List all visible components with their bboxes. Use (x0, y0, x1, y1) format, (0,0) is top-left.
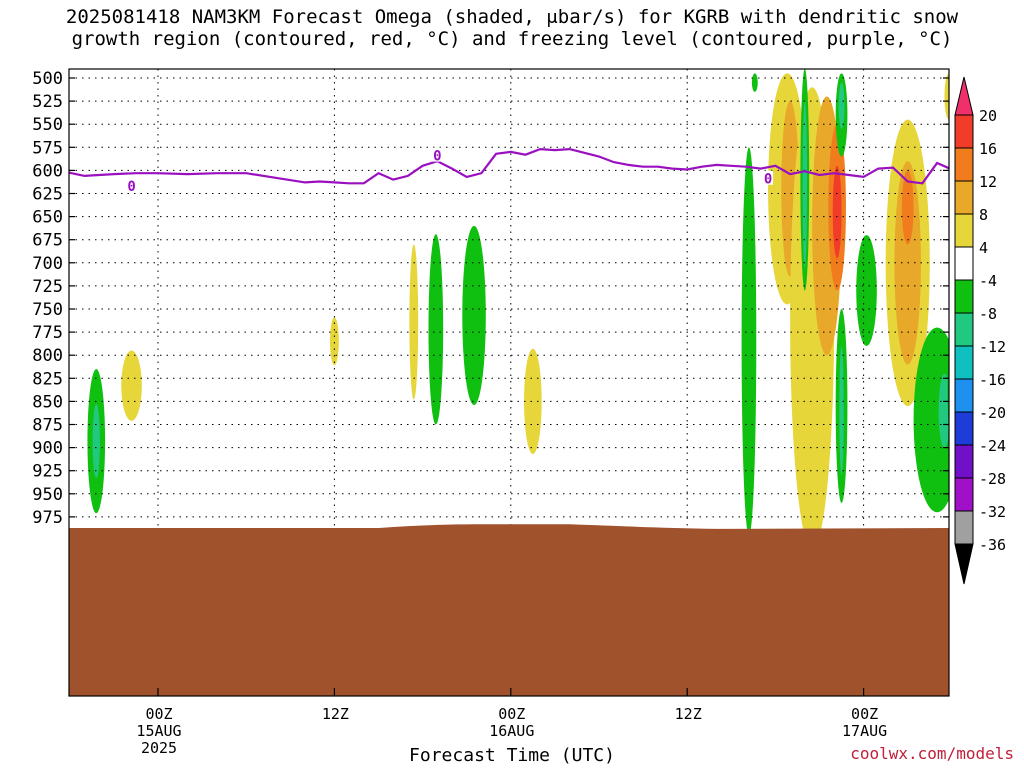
fl-label-bg (126, 178, 137, 193)
colorbar-bottom-arrow (954, 543, 974, 585)
y-tick-label: 700 (32, 254, 63, 274)
x-tick-date: 15AUG (136, 722, 181, 740)
colorbar-label: -8 (979, 305, 997, 323)
y-tick-label: 675 (32, 231, 63, 251)
fl-label-bg (763, 170, 774, 185)
omega-region-6 (462, 225, 486, 406)
y-tick-label: 550 (32, 115, 63, 135)
freezing-level-label: 0 (433, 149, 441, 165)
colorbar-swatch (954, 114, 974, 149)
y-tick-label: 850 (32, 392, 63, 412)
terrain-fill (69, 524, 949, 696)
colorbar-label: 8 (979, 206, 988, 224)
y-tick-label: 500 (32, 69, 63, 89)
omega-region-2 (121, 350, 142, 421)
omega-region-7 (524, 348, 542, 455)
x-axis-label: Forecast Time (UTC) (409, 745, 615, 766)
colorbar-label: -20 (979, 404, 1006, 422)
y-tick-label: 525 (32, 92, 63, 112)
colorbar-label: -16 (979, 371, 1006, 389)
colorbar-label: -28 (979, 470, 1006, 488)
omega-region-22 (856, 235, 877, 346)
omega-region-1 (92, 404, 100, 479)
chart-title-line1: 2025081418 NAM3KM Forecast Omega (shaded… (65, 6, 959, 28)
omega-region-26 (913, 327, 949, 513)
colorbar-swatch (954, 213, 974, 248)
freezing-level-line (69, 147, 949, 185)
y-tick-label: 575 (32, 138, 63, 158)
y-tick-label: 775 (32, 323, 63, 343)
freezing-level-label: 0 (127, 179, 135, 195)
colorbar-swatch (954, 411, 974, 446)
y-tick-label: 725 (32, 277, 63, 297)
colorbar-label: -36 (979, 536, 1006, 554)
x-tick-label: 12Z (322, 705, 349, 723)
y-tick-label: 650 (32, 208, 63, 228)
colorbar-swatch (954, 444, 974, 479)
colorbar-swatch (954, 147, 974, 182)
colorbar-label: -32 (979, 503, 1006, 521)
y-tick-label: 750 (32, 300, 63, 320)
chart-title-line2: growth region (contoured, red, °C) and f… (71, 28, 953, 50)
y-tick-label: 975 (32, 508, 63, 528)
freezing-level-label: 0 (764, 172, 772, 188)
colorbar-swatch (954, 279, 974, 314)
y-tick-label: 925 (32, 462, 63, 482)
colorbar-label: -4 (979, 272, 997, 290)
colorbar-swatch (954, 246, 974, 281)
omega-region-4 (409, 244, 419, 400)
x-tick-date: 17AUG (842, 722, 887, 740)
colorbar-swatch (954, 477, 974, 512)
omega-region-18 (838, 82, 845, 129)
omega-region-14 (832, 165, 842, 259)
y-tick-label: 825 (32, 369, 63, 389)
x-tick-date: 16AUG (489, 722, 534, 740)
colorbar-label: -24 (979, 437, 1006, 455)
x-tick-label: 00Z (145, 705, 172, 723)
omega-region-21 (809, 406, 824, 508)
colorbar: 20 16 12 8 4 -4 -8 -12 -16 -20 -24 -28 -32 -36 (954, 76, 1006, 585)
colorbar-swatch (954, 345, 974, 380)
y-tick-label: 800 (32, 346, 63, 366)
colorbar-label: -12 (979, 338, 1006, 356)
omega-region-5 (428, 234, 444, 425)
x-tick-label: 00Z (498, 705, 525, 723)
terrain-band (69, 524, 949, 696)
y-tick-label: 950 (32, 485, 63, 505)
colorbar-top-arrow (954, 76, 974, 116)
colorbar-label: 4 (979, 239, 988, 257)
y-axis: 500 525 550 575 600 625 650 675 700 725 750 775 800 8… (32, 69, 949, 528)
omega-shading (87, 69, 949, 550)
omega-region-20 (839, 345, 844, 476)
colorbar-swatch (954, 378, 974, 413)
colorbar-label: 16 (979, 140, 997, 158)
omega-region-3 (329, 317, 339, 366)
fl-label-bg (432, 147, 443, 162)
omega-region-32 (751, 73, 758, 92)
colorbar-label: 20 (979, 107, 997, 125)
y-tick-label: 875 (32, 416, 63, 436)
colorbar-label: 12 (979, 173, 997, 191)
colorbar-swatch (954, 312, 974, 347)
y-tick-label: 625 (32, 185, 63, 205)
omega-region-16 (802, 101, 808, 268)
omega-region-30 (944, 73, 949, 120)
plot-frame (68, 68, 950, 697)
colorbar-swatch (954, 180, 974, 215)
x-tick-label: 12Z (675, 705, 702, 723)
omega-region-25 (901, 170, 914, 245)
omega-region-27 (938, 373, 949, 448)
y-tick-label: 600 (32, 161, 63, 181)
x-tick-label: 00Z (851, 705, 878, 723)
freezing-level-contour: 0 0 0 (69, 147, 949, 195)
omega-region-8 (741, 147, 757, 536)
site-credit: coolwx.com/models (850, 744, 1014, 763)
colorbar-swatch (954, 510, 974, 545)
x-tick-year: 2025 (141, 739, 177, 757)
y-tick-label: 900 (32, 439, 63, 459)
